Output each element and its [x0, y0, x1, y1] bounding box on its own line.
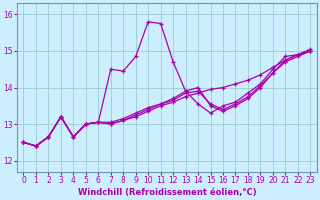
X-axis label: Windchill (Refroidissement éolien,°C): Windchill (Refroidissement éolien,°C): [77, 188, 256, 197]
